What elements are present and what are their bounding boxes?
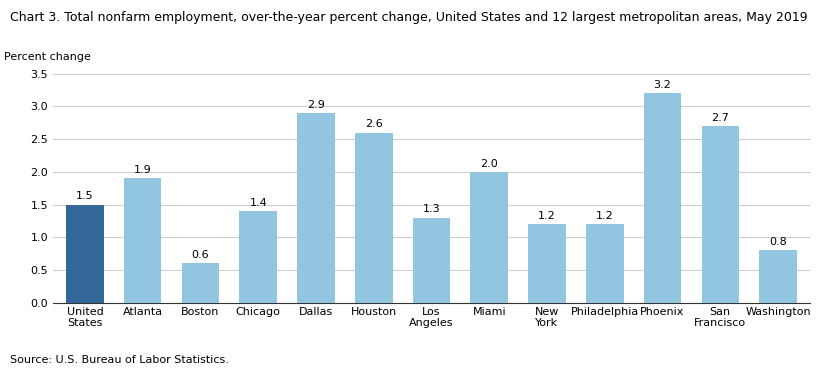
Bar [644,93,681,303]
Bar [240,211,277,303]
Text: 1.2: 1.2 [538,211,556,221]
Bar [297,113,335,303]
Text: 0.6: 0.6 [191,250,209,260]
Bar [702,126,739,303]
Text: 1.5: 1.5 [76,191,94,201]
Bar [182,263,219,303]
Text: 2.0: 2.0 [480,159,498,169]
Bar [355,132,393,303]
Text: 3.2: 3.2 [654,80,672,90]
Bar [413,218,450,303]
Bar [759,250,797,303]
Text: 0.8: 0.8 [769,237,787,247]
Bar [124,178,161,303]
Bar [586,224,623,303]
Bar [470,172,508,303]
Bar [528,224,566,303]
Text: Chart 3. Total nonfarm employment, over-the-year percent change, United States a: Chart 3. Total nonfarm employment, over-… [10,11,807,24]
Text: 1.2: 1.2 [596,211,614,221]
Text: 2.7: 2.7 [712,113,729,123]
Text: 2.9: 2.9 [307,100,325,110]
Text: 1.4: 1.4 [249,198,267,208]
Text: 1.3: 1.3 [423,204,440,214]
Text: 2.6: 2.6 [365,119,383,130]
Text: Source: U.S. Bureau of Labor Statistics.: Source: U.S. Bureau of Labor Statistics. [10,355,229,365]
Text: Percent change: Percent change [4,52,91,62]
Bar [66,204,104,303]
Text: 1.9: 1.9 [134,165,151,175]
